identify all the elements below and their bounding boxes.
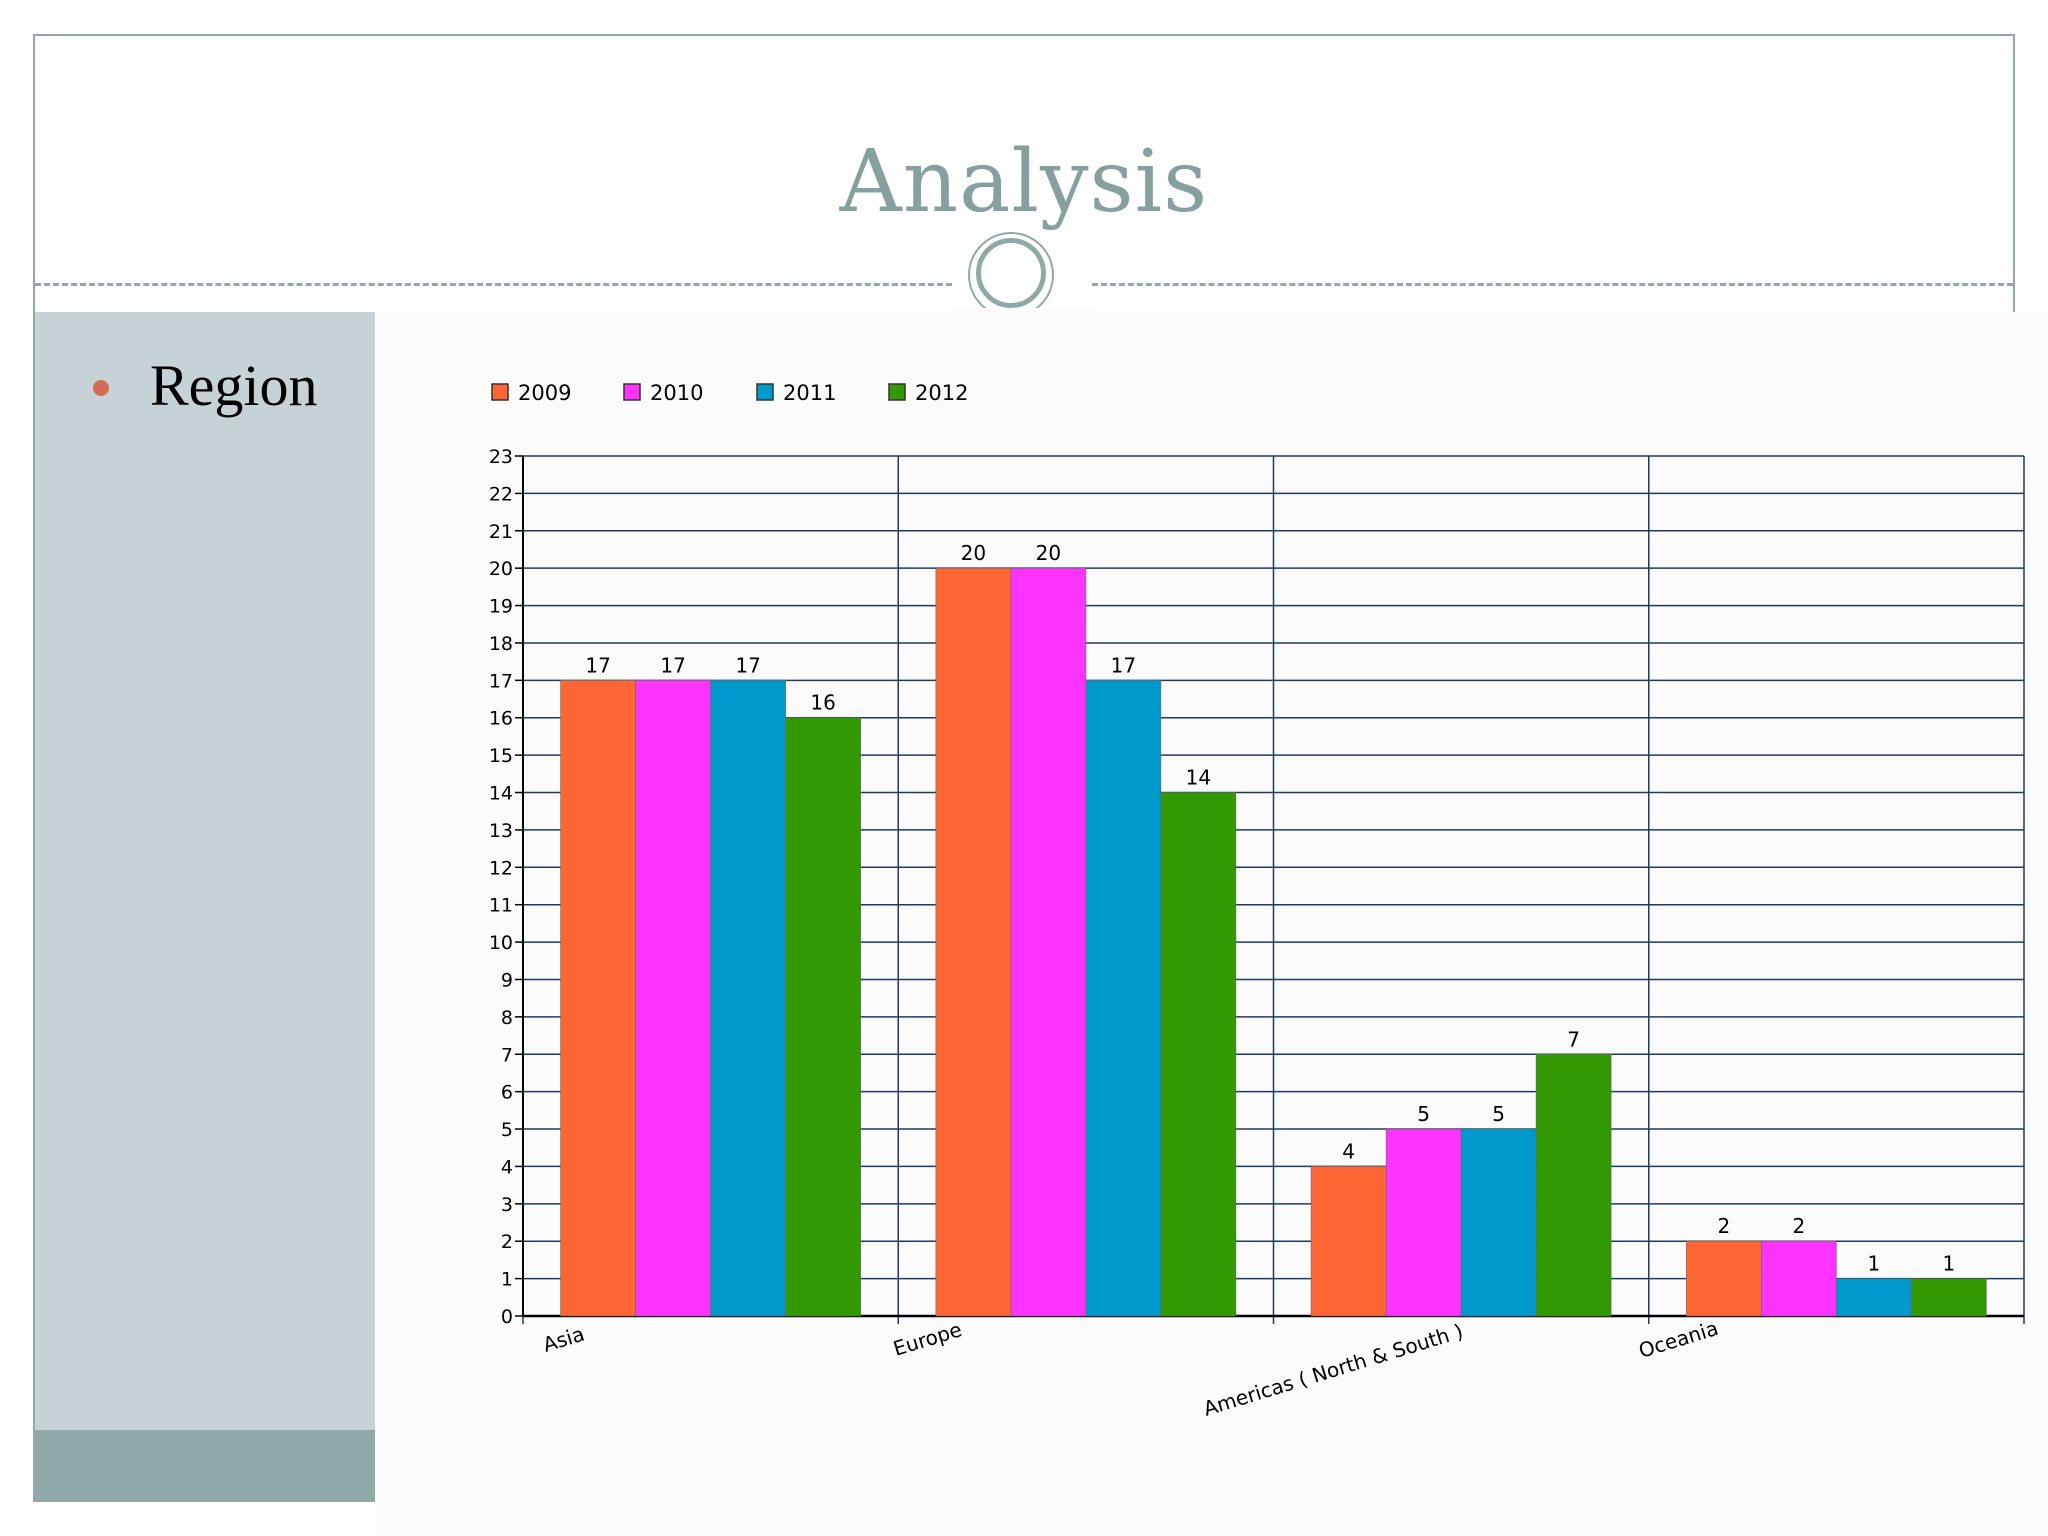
bar xyxy=(1761,1240,1837,1317)
y-tick-label: 3 xyxy=(501,1194,513,1216)
bar xyxy=(1836,1278,1912,1317)
legend-swatch xyxy=(491,383,509,401)
legend-label: 2011 xyxy=(783,381,836,405)
bar xyxy=(935,567,1012,1317)
x-tick-label: Americas ( North & South ) xyxy=(1201,1319,1466,1421)
bar xyxy=(1460,1128,1537,1317)
bar xyxy=(1010,567,1087,1317)
bar xyxy=(1310,1166,1387,1317)
data-label: 20 xyxy=(961,541,986,565)
y-tick-label: 5 xyxy=(501,1119,513,1141)
bar xyxy=(1911,1278,1987,1317)
x-tick-label: Europe xyxy=(890,1317,964,1361)
y-tick-label: 12 xyxy=(489,857,513,879)
slide-title: Analysis xyxy=(839,132,1209,232)
y-tick-label: 19 xyxy=(489,596,513,618)
title-divider-right xyxy=(1092,283,2013,286)
bar xyxy=(710,680,786,1317)
bar xyxy=(785,717,861,1317)
data-label: 16 xyxy=(810,691,835,715)
data-label: 7 xyxy=(1567,1027,1580,1051)
y-tick-label: 7 xyxy=(501,1044,513,1066)
bullet-dot-icon xyxy=(93,380,109,396)
legend-swatch xyxy=(623,383,641,401)
y-tick-label: 2 xyxy=(501,1231,513,1253)
y-tick-label: 23 xyxy=(489,446,513,468)
ornament-mask xyxy=(950,308,1100,328)
y-tick-label: 15 xyxy=(489,745,513,767)
data-label: 17 xyxy=(1111,653,1136,677)
y-tick-label: 6 xyxy=(501,1082,513,1104)
data-label: 14 xyxy=(1186,766,1211,790)
data-label: 17 xyxy=(735,653,760,677)
y-tick-label: 10 xyxy=(489,932,513,954)
y-tick-label: 0 xyxy=(501,1306,513,1328)
y-tick-label: 22 xyxy=(489,483,513,505)
data-label: 17 xyxy=(585,653,610,677)
sidebar-panel xyxy=(35,312,375,1430)
data-label: 2 xyxy=(1793,1214,1806,1238)
bar xyxy=(560,680,636,1317)
y-tick-label: 8 xyxy=(501,1007,513,1029)
y-tick-label: 16 xyxy=(489,708,513,730)
legend-label: 2009 xyxy=(518,381,571,405)
x-tick-label: Asia xyxy=(540,1322,587,1357)
data-label: 1 xyxy=(1943,1252,1956,1276)
bar xyxy=(635,680,711,1317)
data-label: 2 xyxy=(1718,1214,1731,1238)
legend-swatch xyxy=(888,383,906,401)
y-tick-label: 1 xyxy=(501,1269,513,1291)
data-label: 5 xyxy=(1417,1102,1430,1126)
data-label: 17 xyxy=(660,653,685,677)
data-label: 5 xyxy=(1492,1102,1505,1126)
bar xyxy=(1085,680,1162,1317)
legend-label: 2010 xyxy=(650,381,703,405)
y-tick-label: 21 xyxy=(489,521,513,543)
y-tick-label: 4 xyxy=(501,1156,513,1178)
y-tick-label: 18 xyxy=(489,633,513,655)
y-tick-label: 11 xyxy=(489,895,513,917)
legend-swatch xyxy=(756,383,774,401)
y-tick-label: 9 xyxy=(501,969,513,991)
y-tick-label: 17 xyxy=(489,670,513,692)
y-tick-label: 13 xyxy=(489,820,513,842)
bar xyxy=(1686,1240,1762,1317)
ornament-ring-icon xyxy=(976,238,1046,308)
bar xyxy=(1160,792,1237,1317)
title-divider-left xyxy=(35,283,952,286)
y-tick-label: 14 xyxy=(489,783,513,805)
sidebar-footer-band xyxy=(35,1430,375,1502)
y-tick-label: 20 xyxy=(489,558,513,580)
bar xyxy=(1385,1128,1462,1317)
data-label: 1 xyxy=(1868,1252,1881,1276)
bullet-text: Region xyxy=(150,353,318,418)
data-label: 4 xyxy=(1342,1139,1355,1163)
bar xyxy=(1535,1053,1612,1317)
legend-label: 2012 xyxy=(915,381,968,405)
data-label: 20 xyxy=(1036,541,1061,565)
